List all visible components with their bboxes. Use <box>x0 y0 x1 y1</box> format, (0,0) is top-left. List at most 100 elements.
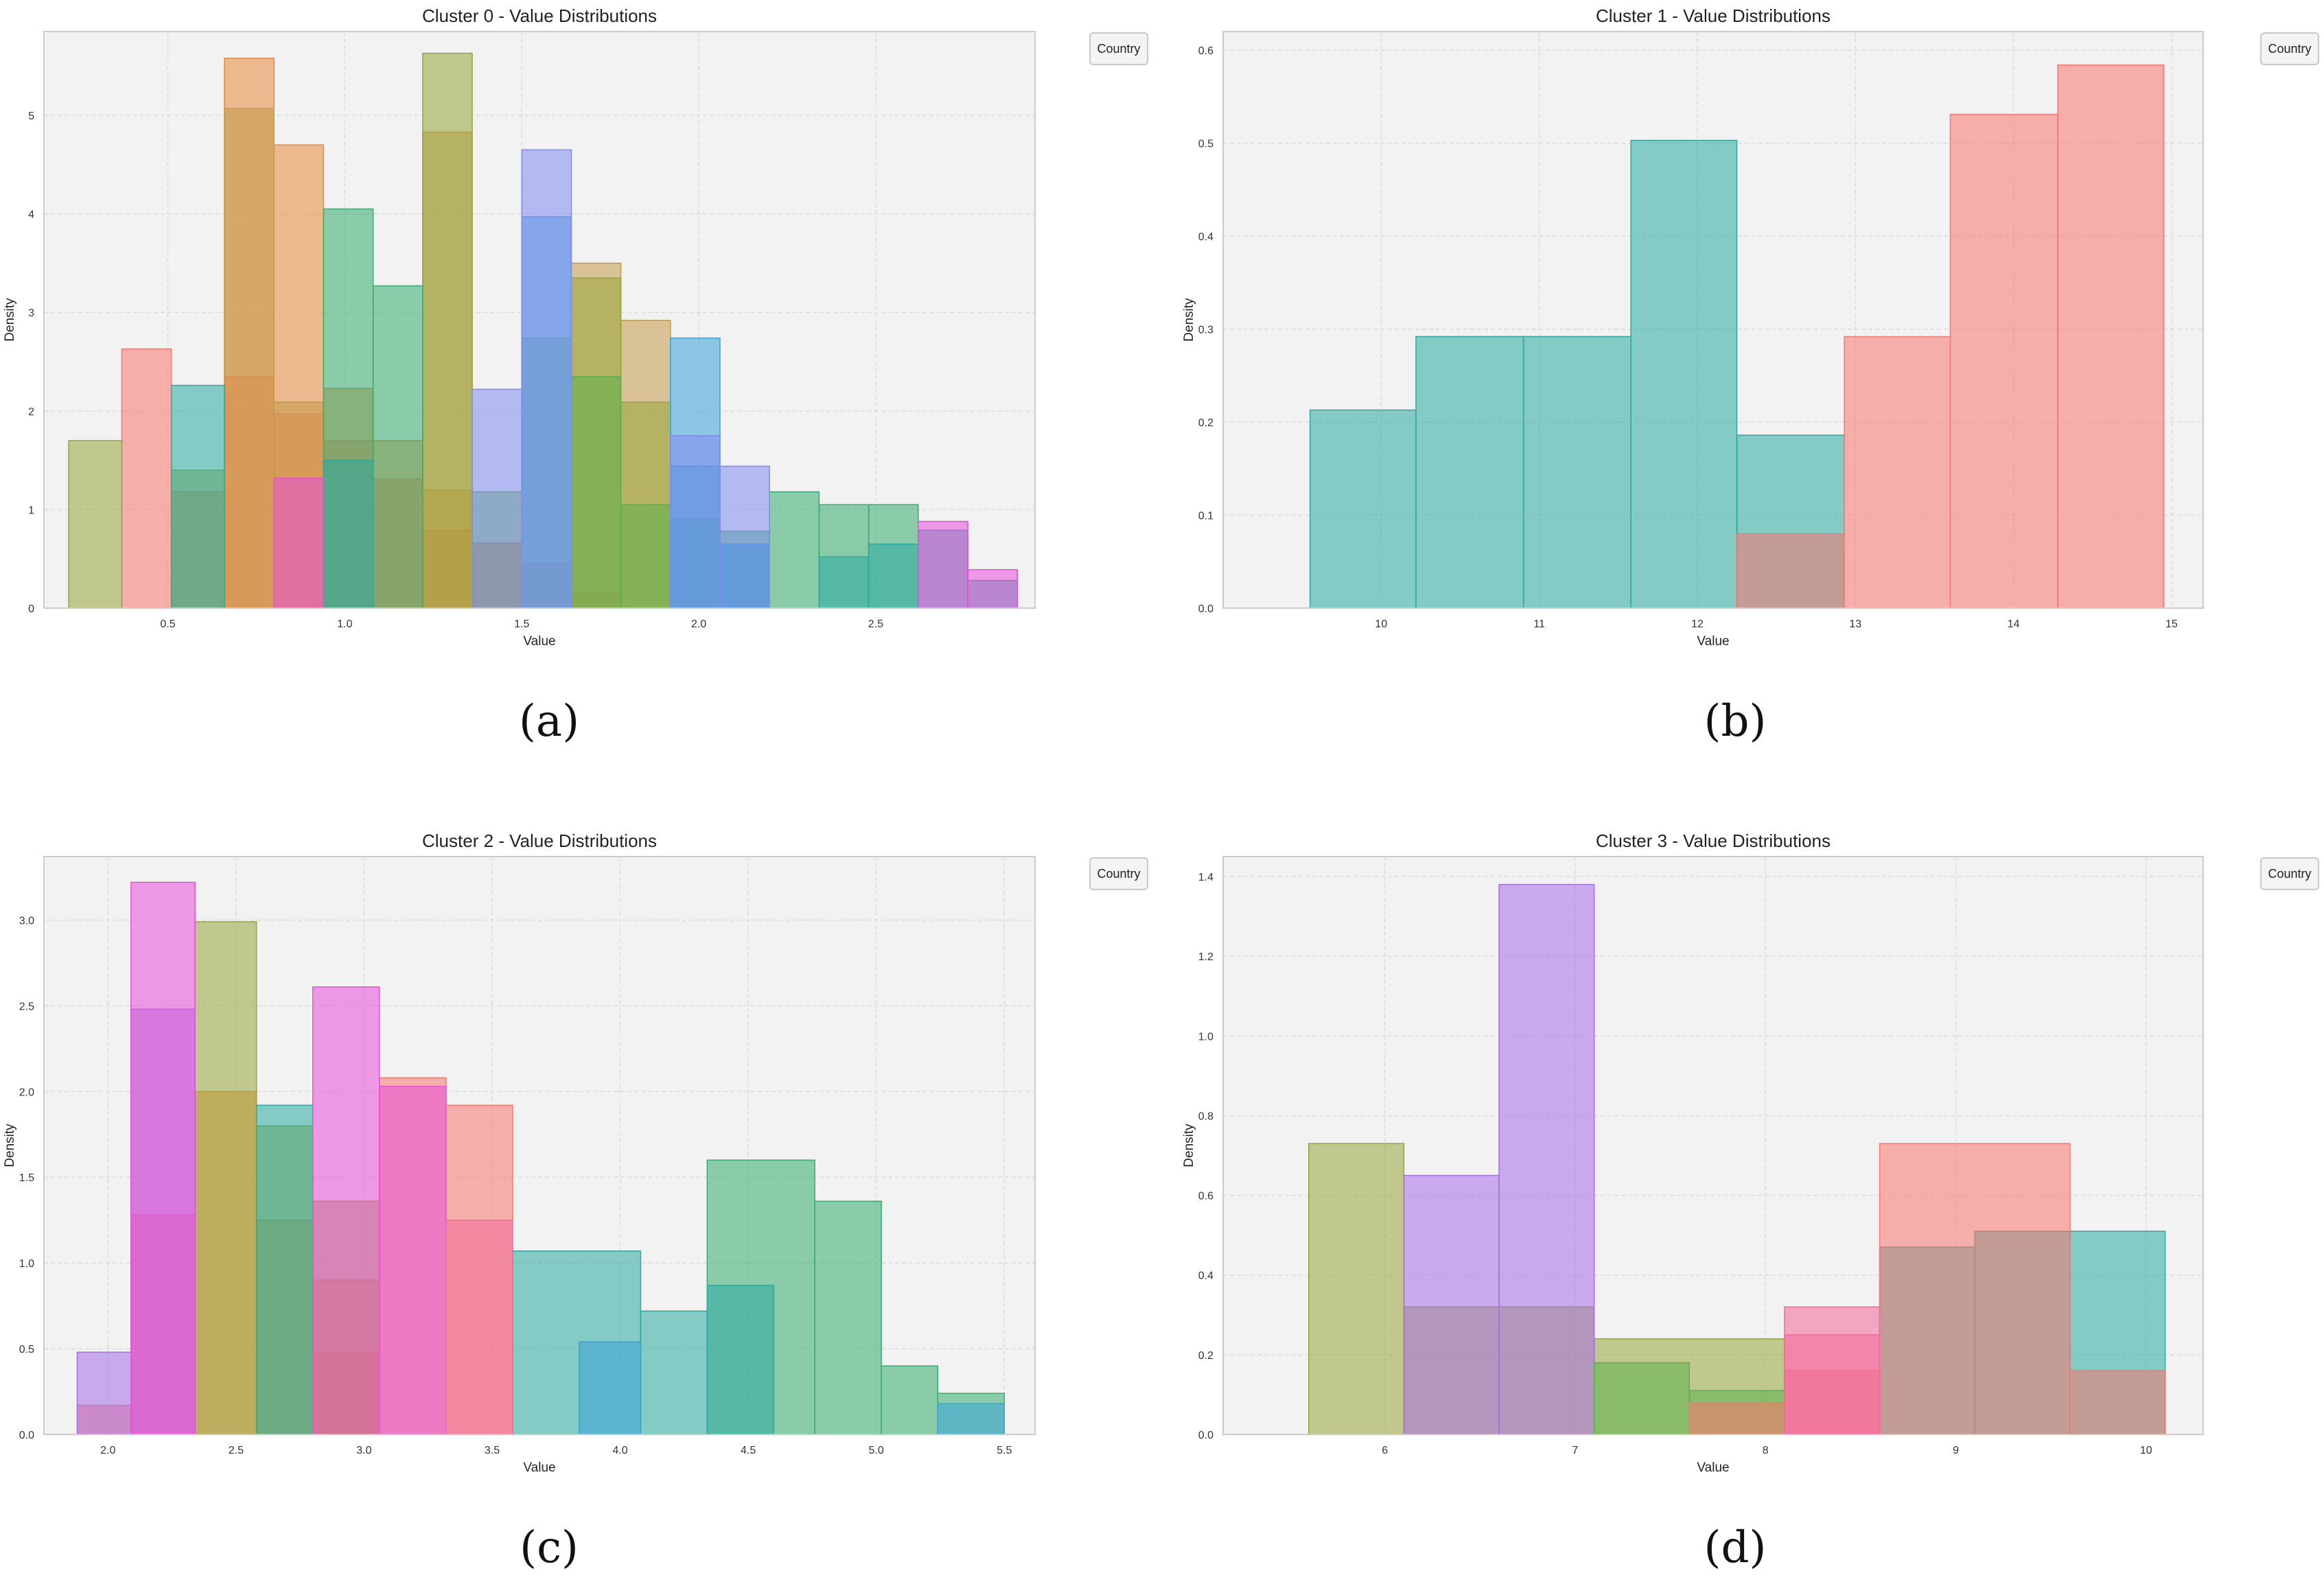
y-tick-label: 0.6 <box>1198 45 1213 57</box>
x-tick-label: 2.5 <box>229 1445 244 1456</box>
histogram-bar <box>1630 139 1738 609</box>
histogram-bar <box>1949 113 2058 609</box>
histogram-bar <box>2069 1370 2166 1435</box>
y-tick-label: 3.0 <box>19 915 34 927</box>
histogram-bar <box>130 881 196 1435</box>
chart-title: Cluster 2 - Value Distributions <box>422 830 657 851</box>
panel-caption: (d) <box>1704 1522 1767 1573</box>
panel-caption: (c) <box>520 1522 579 1573</box>
y-axis-label: Density <box>1182 298 1196 342</box>
y-tick-label: 0.5 <box>19 1344 34 1356</box>
x-tick-label: 10 <box>1375 618 1387 630</box>
x-tick-label: 12 <box>1691 618 1704 630</box>
y-tick-label: 0.5 <box>1198 139 1213 150</box>
x-axis-label: Value <box>523 1461 555 1475</box>
y-tick-label: 1 <box>28 504 34 516</box>
y-axis-label: Density <box>1182 1124 1196 1167</box>
histogram-bar <box>224 108 275 609</box>
histogram-bar <box>818 556 870 609</box>
histogram-bar <box>579 1341 642 1435</box>
histogram-bar <box>706 1284 775 1435</box>
x-axis-label: Value <box>523 634 555 649</box>
histogram-bar <box>170 384 225 609</box>
y-tick-label: 0.0 <box>1198 603 1213 615</box>
histogram-bar <box>323 459 374 609</box>
histogram-bar <box>1844 336 1951 609</box>
histogram-bar <box>570 375 622 609</box>
y-tick-label: 0.8 <box>1198 1111 1213 1122</box>
y-tick-label: 0.0 <box>1198 1430 1213 1441</box>
chart-panel-1: 10 11 12 13 14 15 0.0 0.1 0.2 0.3 0.4 0.5 0.6 Cluster… <box>1182 5 2319 747</box>
x-tick-label: 7 <box>1572 1445 1579 1456</box>
y-tick-label: 1.4 <box>1198 872 1213 883</box>
y-tick-label: 0.4 <box>1198 1270 1213 1282</box>
x-tick-label: 3.5 <box>485 1445 500 1456</box>
histogram-bar <box>194 921 257 1435</box>
y-tick-label: 1.2 <box>1198 951 1213 963</box>
y-tick-label: 0.0 <box>19 1430 34 1441</box>
chart-title: Cluster 0 - Value Distributions <box>422 5 657 26</box>
plot-frame <box>43 31 1036 609</box>
y-tick-label: 4 <box>28 209 34 221</box>
y-axis-label: Density <box>3 298 17 342</box>
histogram-bar <box>121 348 172 609</box>
x-tick-label: 9 <box>1953 1445 1959 1456</box>
x-tick-label: 5.5 <box>997 1445 1012 1456</box>
y-tick-label: 2.0 <box>19 1087 34 1098</box>
histogram-bar <box>312 986 380 1435</box>
x-tick-label: 13 <box>1849 618 1861 630</box>
y-tick-label: 0 <box>28 603 34 615</box>
y-tick-label: 0.3 <box>1198 325 1213 336</box>
y-tick-label: 2 <box>28 406 34 418</box>
chart-panel-2: 2.0 2.5 3.0 3.5 4.0 4.5 5.0 5.5 0.0 0.5 1.0 1.5 2.0 2… <box>3 830 1148 1573</box>
histogram-bar <box>1522 336 1631 609</box>
legend-title: Country <box>2268 867 2311 881</box>
histogram-bar <box>472 388 522 609</box>
histogram-bar <box>2057 65 2165 609</box>
chart-panel-3: 6 7 8 9 10 0.0 0.2 0.4 0.6 0.8 1.0 1.2 1.4 Cluster 3 … <box>1182 830 2319 1573</box>
legend: Country <box>2260 32 2319 65</box>
x-tick-label: 1.5 <box>514 618 529 630</box>
x-tick-label: 4.5 <box>741 1445 756 1456</box>
histogram-bar <box>868 543 919 609</box>
y-tick-label: 3 <box>28 307 34 319</box>
histogram-bar <box>640 1310 708 1435</box>
legend: Country <box>2260 857 2319 890</box>
x-tick-label: 1.0 <box>337 618 352 630</box>
y-tick-label: 0.1 <box>1198 511 1213 522</box>
legend-title: Country <box>2268 42 2311 56</box>
legend-frame <box>2260 857 2319 890</box>
y-tick-label: 0.4 <box>1198 231 1213 243</box>
histogram-bar <box>422 52 473 609</box>
y-tick-label: 1.5 <box>19 1172 34 1184</box>
x-tick-label: 5.0 <box>869 1445 884 1456</box>
histogram-bar <box>719 465 770 609</box>
histogram-bar <box>255 1104 314 1435</box>
y-tick-label: 1.0 <box>19 1258 34 1270</box>
histogram-bar <box>1784 1334 1881 1435</box>
histogram-bar <box>445 1219 513 1435</box>
legend: Country <box>1089 32 1148 65</box>
histogram-bar <box>1736 533 1845 609</box>
x-tick-label: 2.5 <box>868 618 883 630</box>
y-tick-label: 5 <box>28 111 34 122</box>
histogram-bar <box>1309 409 1417 609</box>
histogram-bar <box>814 1200 882 1435</box>
x-tick-label: 6 <box>1382 1445 1388 1456</box>
y-axis-label: Density <box>3 1124 17 1167</box>
chart-title: Cluster 1 - Value Distributions <box>1596 5 1831 26</box>
y-tick-label: 0.6 <box>1198 1191 1213 1203</box>
histogram-bar <box>967 569 1018 609</box>
x-tick-label: 15 <box>2165 618 2178 630</box>
histogram-bar <box>1593 1362 1690 1435</box>
x-tick-label: 2.0 <box>100 1445 115 1456</box>
chart-title: Cluster 3 - Value Distributions <box>1596 830 1831 851</box>
histogram-bar <box>1498 883 1595 1435</box>
histogram-bar <box>620 504 671 609</box>
histogram-bar <box>918 520 968 609</box>
plot-frame <box>43 856 1036 1435</box>
x-tick-label: 2.0 <box>691 618 706 630</box>
histogram-bar <box>372 285 423 609</box>
histogram-bar <box>937 1403 1005 1435</box>
